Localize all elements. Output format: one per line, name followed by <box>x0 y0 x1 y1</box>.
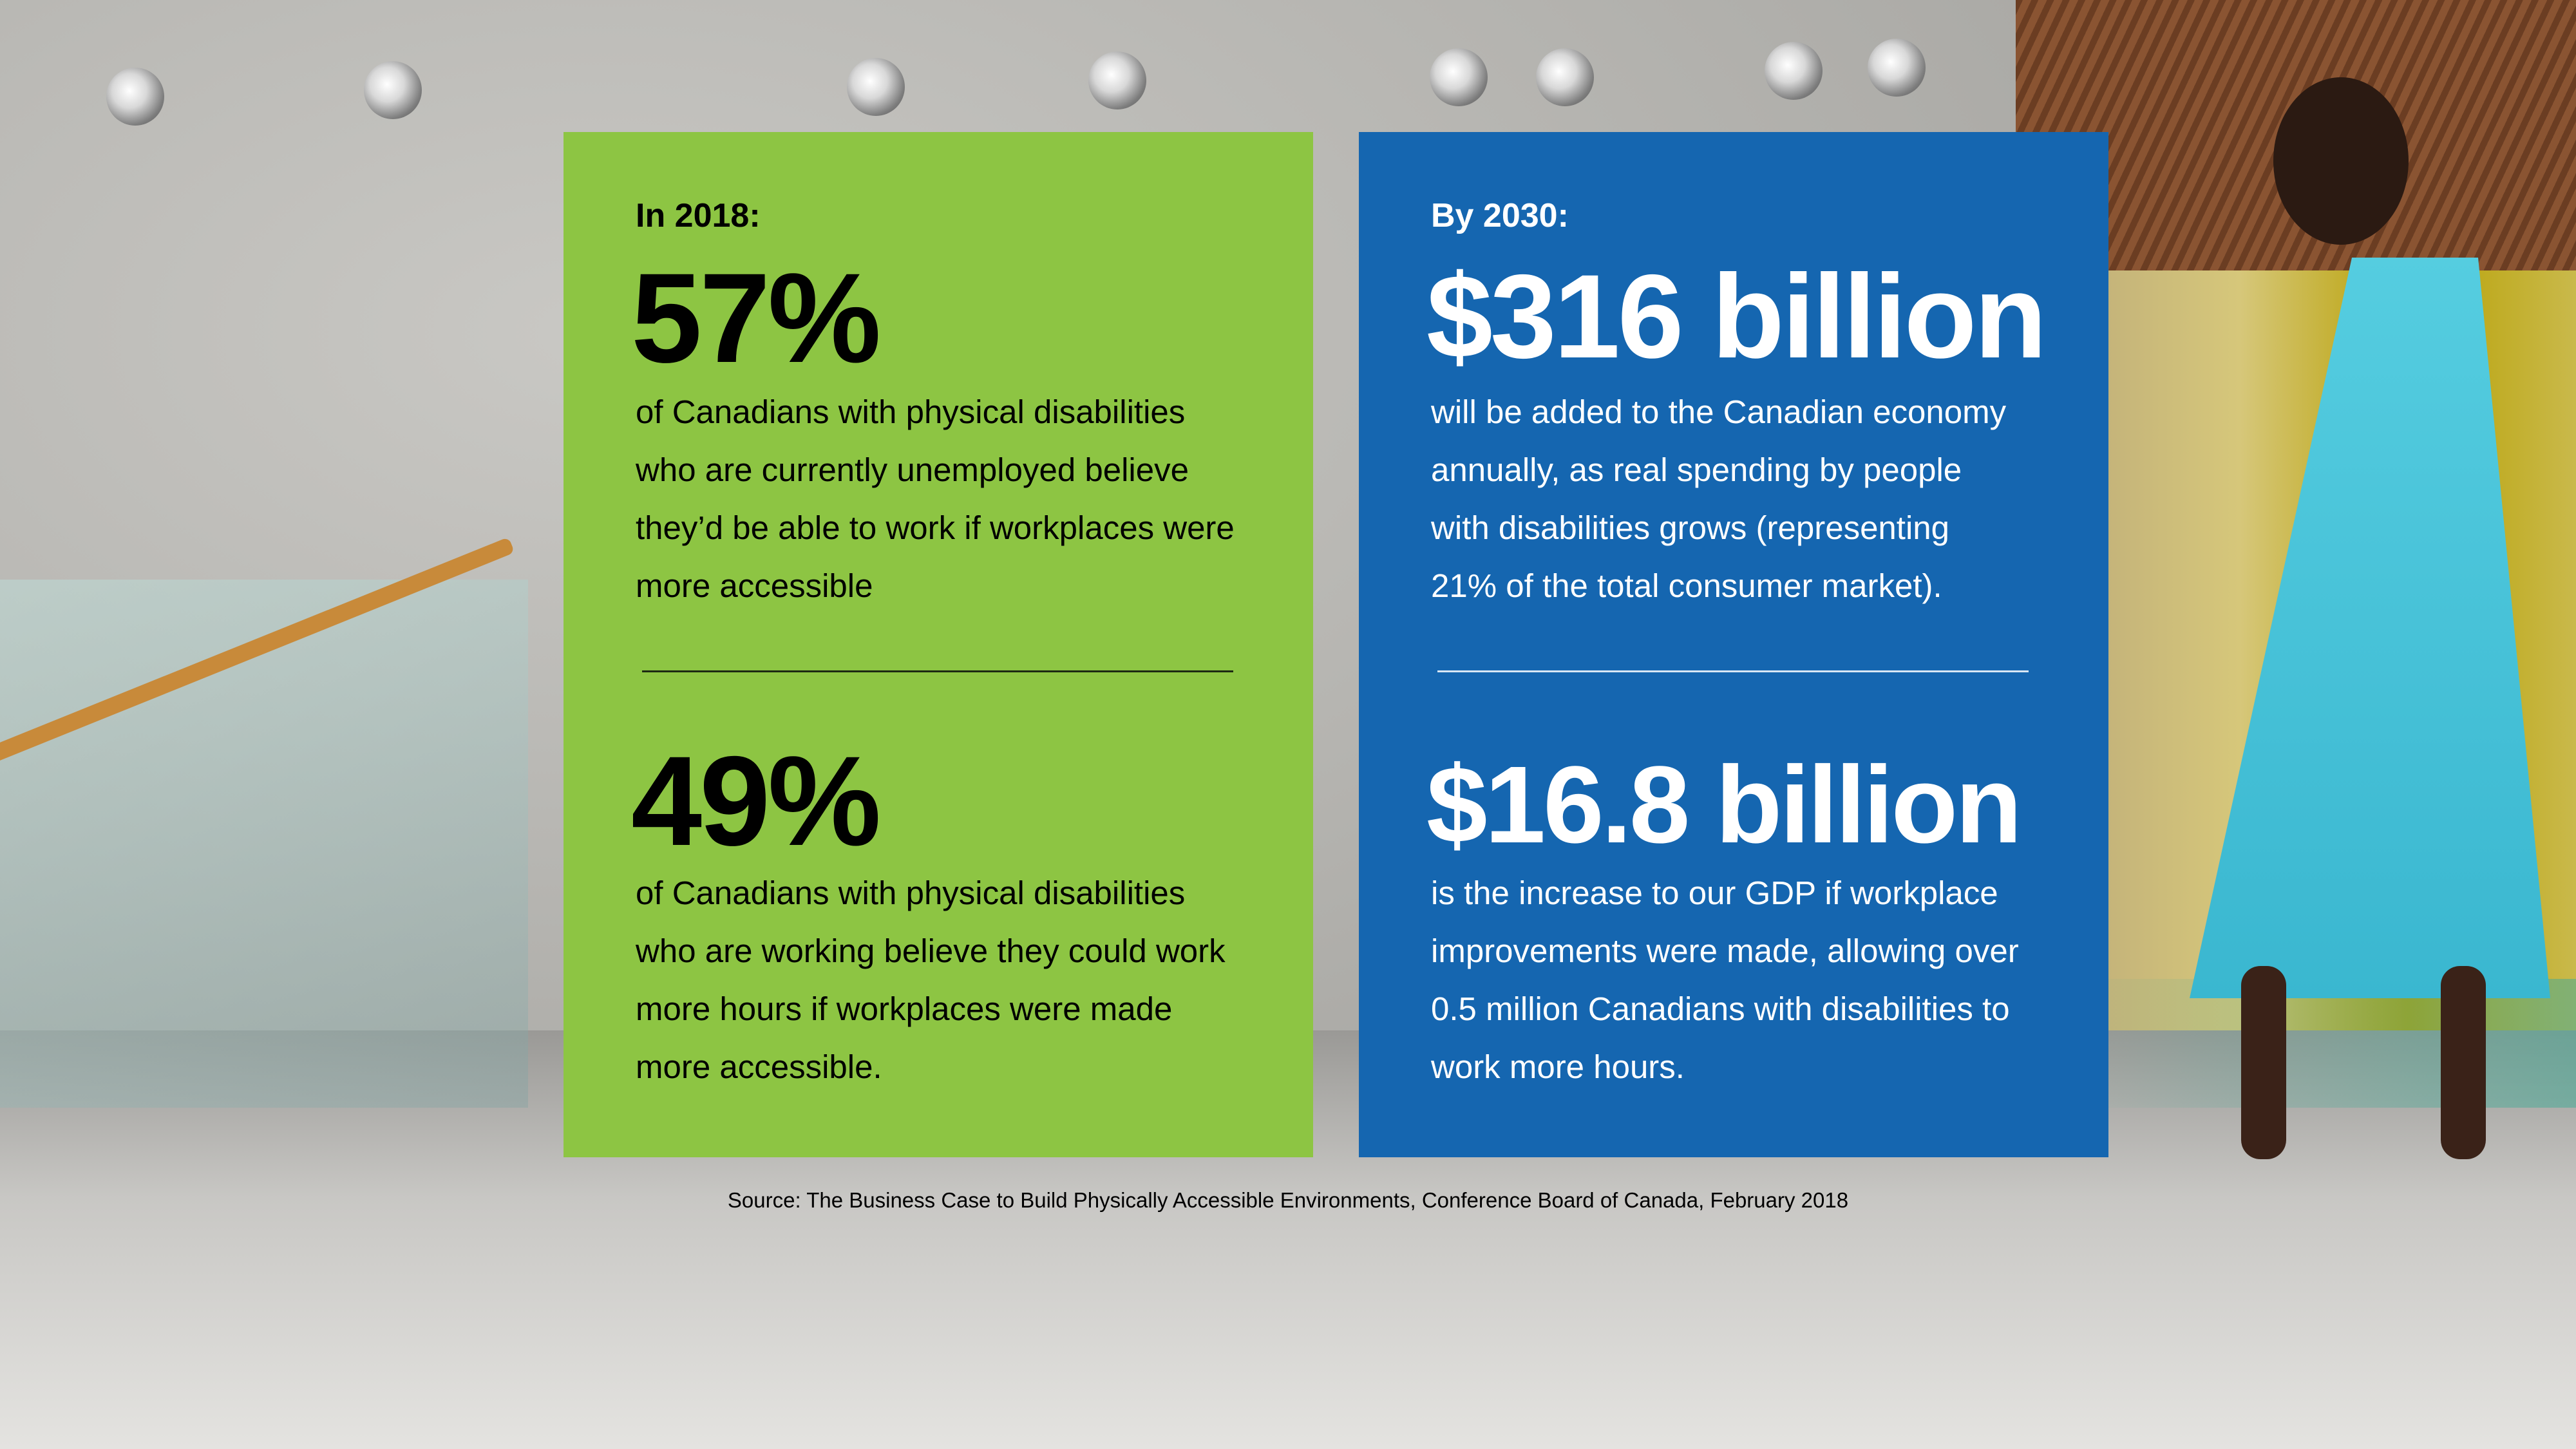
stat-value-57: 57% <box>631 247 881 389</box>
wall-bolt <box>1765 42 1823 100</box>
leg <box>2441 966 2486 1159</box>
desc-line: they’d be able to work if workplaces wer… <box>636 509 1235 546</box>
person-legs <box>2164 966 2563 1172</box>
floor-mat <box>2061 979 2576 1108</box>
stats-panel-2030: By 2030: $316 billion will be added to t… <box>1359 132 2108 1157</box>
wall-bolt <box>364 61 422 119</box>
leg <box>2241 966 2286 1159</box>
desc-line: more accessible. <box>636 1048 882 1085</box>
desc-line: of Canadians with physical disabilities <box>636 875 1186 911</box>
stat-value-49: 49% <box>631 730 881 872</box>
source-citation: Source: The Business Case to Build Physi… <box>727 1188 1849 1212</box>
wall-bolt <box>847 58 905 116</box>
desc-line: who are working believe they could work <box>636 933 1226 969</box>
panel-heading: In 2018: <box>636 197 761 234</box>
desc-line: who are currently unemployed believe <box>636 451 1189 488</box>
wall-bolt <box>1430 48 1488 106</box>
stat-description: of Canadians with physical disabilities … <box>636 864 1305 1096</box>
stat-value-16-8-billion: $16.8 billion <box>1426 744 2022 866</box>
desc-line: annually, as real spending by people <box>1431 451 1962 488</box>
person-walking <box>2164 77 2563 1172</box>
desc-line: of Canadians with physical disabilities <box>636 393 1186 430</box>
desc-line: with disabilities grows (representing <box>1431 509 1950 546</box>
desc-line: 0.5 million Canadians with disabilities … <box>1431 990 2010 1027</box>
person-head <box>2273 77 2409 245</box>
desc-line: will be added to the Canadian economy <box>1431 393 2007 430</box>
desc-line: work more hours. <box>1431 1048 1685 1085</box>
stats-panel-2018: In 2018: 57% of Canadians with physical … <box>564 132 1313 1157</box>
desc-line: is the increase to our GDP if workplace <box>1431 875 1998 911</box>
desc-line: more hours if workplaces were made <box>636 990 1173 1027</box>
desc-line: more accessible <box>636 567 873 604</box>
stat-value-316-billion: $316 billion <box>1426 251 2047 383</box>
panel-heading: By 2030: <box>1431 197 1569 234</box>
wall-bolt <box>1536 48 1594 106</box>
stat-description: of Canadians with physical disabilities … <box>636 383 1305 615</box>
wall-bolt <box>106 68 164 126</box>
stat-description: is the increase to our GDP if workplace … <box>1431 864 2101 1096</box>
desc-line: improvements were made, allowing over <box>1431 933 2019 969</box>
wall-bolt <box>1088 52 1146 109</box>
desc-line: 21% of the total consumer market). <box>1431 567 1942 604</box>
glass-railing <box>0 580 528 1108</box>
blue-dress <box>2190 258 2550 998</box>
divider <box>1437 670 2029 672</box>
divider <box>642 670 1233 672</box>
wall-bolt <box>1868 39 1926 97</box>
stat-description: will be added to the Canadian economy an… <box>1431 383 2101 615</box>
